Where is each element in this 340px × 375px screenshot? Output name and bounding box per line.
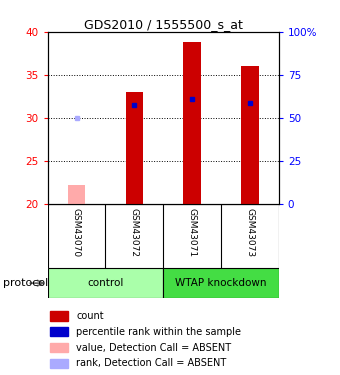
Bar — [163, 268, 279, 298]
Text: GSM43070: GSM43070 — [72, 208, 81, 257]
Text: control: control — [87, 278, 123, 288]
Bar — [50, 343, 68, 352]
Title: GDS2010 / 1555500_s_at: GDS2010 / 1555500_s_at — [84, 18, 243, 31]
Bar — [48, 268, 163, 298]
Bar — [241, 66, 258, 204]
Text: percentile rank within the sample: percentile rank within the sample — [76, 327, 241, 337]
Text: GSM43072: GSM43072 — [130, 208, 139, 256]
Text: value, Detection Call = ABSENT: value, Detection Call = ABSENT — [76, 343, 231, 352]
Bar — [126, 92, 143, 204]
Text: rank, Detection Call = ABSENT: rank, Detection Call = ABSENT — [76, 358, 226, 368]
Text: protocol: protocol — [3, 278, 49, 288]
Bar — [50, 311, 68, 321]
Bar — [50, 359, 68, 368]
Text: GSM43071: GSM43071 — [188, 208, 197, 257]
Text: count: count — [76, 311, 104, 321]
Bar — [184, 42, 201, 204]
Bar — [68, 184, 85, 204]
Text: GSM43073: GSM43073 — [245, 208, 254, 257]
Bar — [50, 327, 68, 336]
Text: WTAP knockdown: WTAP knockdown — [175, 278, 267, 288]
